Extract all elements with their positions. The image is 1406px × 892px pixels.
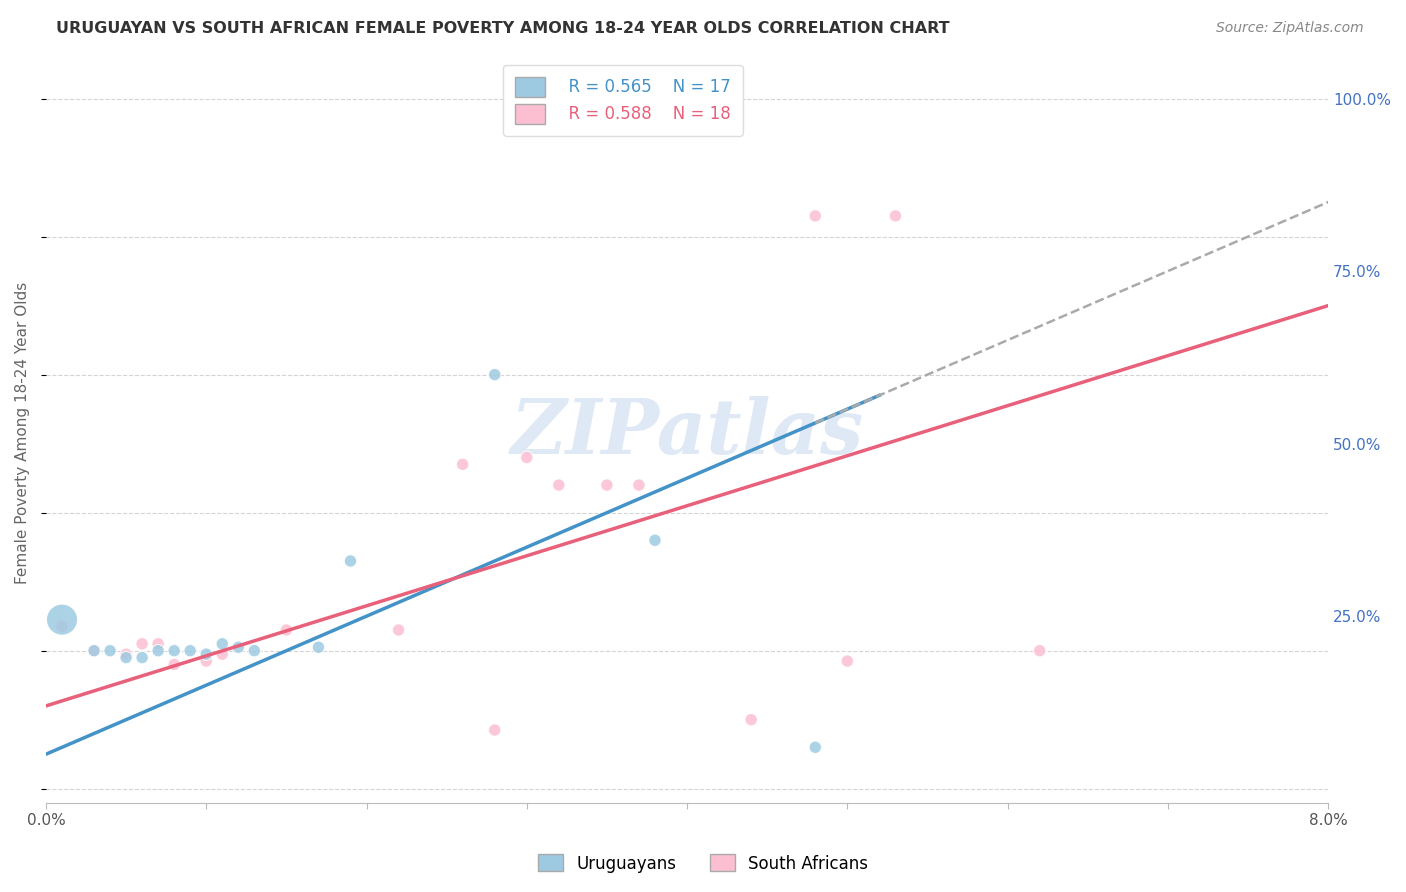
- Point: [484, 368, 506, 382]
- Point: [51, 613, 73, 627]
- Point: [146, 637, 169, 651]
- Point: [115, 650, 138, 665]
- Point: [307, 640, 329, 655]
- Text: URUGUAYAN VS SOUTH AFRICAN FEMALE POVERTY AMONG 18-24 YEAR OLDS CORRELATION CHAR: URUGUAYAN VS SOUTH AFRICAN FEMALE POVERT…: [56, 21, 950, 36]
- Point: [195, 654, 218, 668]
- Point: [243, 643, 266, 657]
- Point: [226, 640, 249, 655]
- Point: [98, 643, 121, 657]
- Legend: Uruguayans, South Africans: Uruguayans, South Africans: [531, 847, 875, 880]
- Point: [339, 554, 361, 568]
- Text: Source: ZipAtlas.com: Source: ZipAtlas.com: [1216, 21, 1364, 35]
- Point: [451, 458, 474, 472]
- Point: [1028, 643, 1050, 657]
- Point: [644, 533, 666, 548]
- Y-axis label: Female Poverty Among 18-24 Year Olds: Female Poverty Among 18-24 Year Olds: [15, 282, 30, 584]
- Point: [83, 643, 105, 657]
- Point: [547, 478, 569, 492]
- Point: [131, 650, 153, 665]
- Point: [195, 647, 218, 661]
- Point: [51, 619, 73, 633]
- Point: [211, 647, 233, 661]
- Point: [163, 643, 186, 657]
- Point: [596, 478, 619, 492]
- Point: [211, 637, 233, 651]
- Point: [484, 723, 506, 737]
- Point: [387, 623, 409, 637]
- Point: [627, 478, 650, 492]
- Point: [83, 643, 105, 657]
- Point: [163, 657, 186, 672]
- Legend:   R = 0.565    N = 17,   R = 0.588    N = 18: R = 0.565 N = 17, R = 0.588 N = 18: [503, 65, 742, 136]
- Point: [884, 209, 907, 223]
- Point: [179, 643, 201, 657]
- Point: [131, 637, 153, 651]
- Point: [516, 450, 538, 465]
- Point: [115, 647, 138, 661]
- Point: [740, 713, 762, 727]
- Point: [804, 209, 827, 223]
- Text: ZIPatlas: ZIPatlas: [510, 396, 863, 470]
- Point: [804, 740, 827, 755]
- Point: [276, 623, 298, 637]
- Point: [837, 654, 859, 668]
- Point: [146, 643, 169, 657]
